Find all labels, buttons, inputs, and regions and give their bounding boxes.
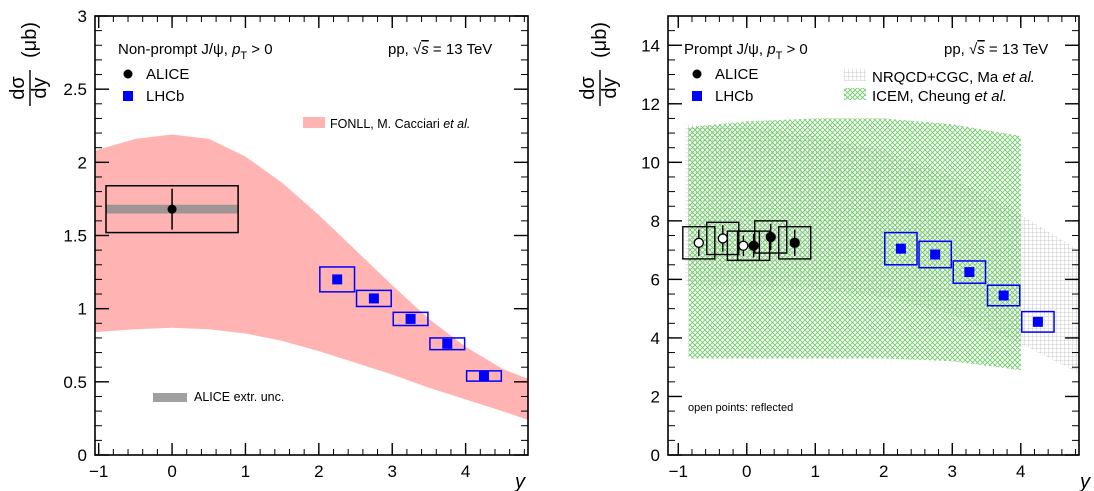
lhcb-syst-box (952, 260, 987, 284)
legend-alice-marker (123, 69, 133, 79)
lhcb-point (332, 274, 343, 285)
x-tick-label: 4 (1016, 462, 1025, 481)
alice-syst-box (754, 220, 788, 254)
lhcb-point (895, 243, 906, 254)
x-tick-label: 1 (241, 462, 250, 481)
legend-lhcb-label: LHCb (146, 88, 184, 105)
y-tick-label: 2.5 (63, 80, 87, 99)
alice-point (748, 240, 759, 251)
legend-nrqcd-swatch (844, 69, 866, 81)
y-label-numerator: dσ (577, 76, 599, 100)
energy-annotation: pp, √s = 13 TeV (388, 41, 492, 58)
x-tick-label: 2 (314, 462, 323, 481)
legend-icem-label: ICEM, Cheung et al. (872, 88, 1007, 105)
lhcb-syst-box (392, 311, 429, 327)
lhcb-syst-box (1021, 310, 1055, 333)
alice-point-reflected (693, 237, 704, 248)
legend-nrqcd-label: NRQCD+CGC, Ma et al. (872, 69, 1035, 86)
y-tick-label: 14 (641, 36, 660, 55)
y-axis-label: dσ dy (μb) (7, 22, 51, 106)
energy-annotation: pp, √s = 13 TeV (944, 41, 1048, 58)
y-label-unit: (μb) (589, 22, 611, 58)
legend-alice-label: ALICE (715, 66, 758, 83)
x-tick-label: 2 (879, 462, 888, 481)
x-tick-label: 3 (948, 462, 957, 481)
y-tick-label: 1 (78, 300, 87, 319)
legend-fonll-label: FONLL, M. Cacciari et al. (330, 117, 470, 131)
alice-syst-box (706, 221, 740, 256)
x-tick-label: 0 (167, 462, 176, 481)
y-tick-label: 6 (651, 270, 660, 289)
y-tick-label: 2 (78, 153, 87, 172)
y-label-unit: (μb) (19, 22, 41, 58)
lhcb-point (478, 370, 489, 381)
lhcb-syst-box (355, 289, 392, 308)
reflected-note: open points: reflected (688, 402, 793, 414)
x-tick-label: 3 (387, 462, 396, 481)
lhcb-point (368, 293, 379, 304)
y-tick-label: 2 (651, 387, 660, 406)
x-tick-label: −1 (89, 462, 108, 481)
icem-band (688, 118, 1021, 371)
y-tick-label: 12 (641, 95, 660, 114)
y-label-denominator: dy (29, 77, 51, 98)
legend-lhcb-marker (123, 91, 133, 101)
alice-point-reflected (717, 233, 728, 244)
x-tick-label: 1 (811, 462, 820, 481)
alice-syst-box (682, 226, 716, 260)
x-tick-label: 0 (742, 462, 751, 481)
alice-syst-box (736, 230, 771, 262)
alice-point (167, 204, 177, 214)
lhcb-point (998, 290, 1009, 301)
lhcb-syst-box (918, 240, 953, 269)
legend-extr-swatch (153, 393, 187, 402)
legend-alice-marker (692, 69, 702, 79)
x-axis-label: y (1078, 471, 1091, 491)
lhcb-syst-box (429, 337, 466, 351)
lhcb-point (442, 338, 453, 349)
y-tick-label: 3 (78, 7, 87, 26)
lhcb-point (964, 267, 975, 278)
alice-point (765, 231, 776, 243)
alice-syst-box (105, 184, 239, 234)
legend-extr-label: ALICE extr. unc. (194, 390, 284, 404)
lhcb-syst-box (884, 231, 918, 266)
x-axis-label: y (513, 471, 526, 491)
y-tick-label: 0 (78, 446, 87, 465)
lhcb-point (405, 313, 416, 324)
lhcb-syst-box (986, 284, 1021, 307)
y-label-denominator: dy (599, 77, 621, 98)
process-annotation: Prompt J/ψ, pT > 0 (684, 41, 808, 62)
y-tick-label: 4 (651, 329, 660, 348)
alice-point (789, 237, 800, 248)
legend-icem-swatch (844, 88, 866, 100)
y-tick-label: 1.5 (63, 227, 87, 246)
alice-point-reflected (738, 240, 749, 251)
legend-alice-label: ALICE (146, 66, 189, 83)
lhcb-syst-box (465, 370, 503, 382)
legend-lhcb-label: LHCb (715, 88, 753, 105)
fonll-band (95, 134, 528, 420)
y-tick-label: 8 (651, 212, 660, 231)
y-tick-label: 0.5 (63, 373, 87, 392)
process-annotation: Non-prompt J/ψ, pT > 0 (118, 41, 273, 62)
x-tick-label: 4 (461, 462, 470, 481)
legend-fonll-swatch (303, 117, 325, 128)
legend-lhcb-marker (692, 91, 702, 101)
y-label-numerator: dσ (7, 76, 29, 100)
lhcb-syst-box (319, 266, 356, 293)
lhcb-point (1032, 316, 1043, 327)
panel-non-prompt: −1 0 1 2 3 400.511.522.53 dσ dy (μb) y Non-pr… (7, 7, 529, 491)
alice-syst-box (778, 226, 812, 260)
y-axis-label: dσ dy (μb) (577, 22, 621, 106)
y-tick-label: 10 (641, 153, 660, 172)
lhcb-point (930, 249, 941, 260)
x-tick-label: −1 (669, 462, 688, 481)
y-tick-label: 0 (651, 446, 660, 465)
